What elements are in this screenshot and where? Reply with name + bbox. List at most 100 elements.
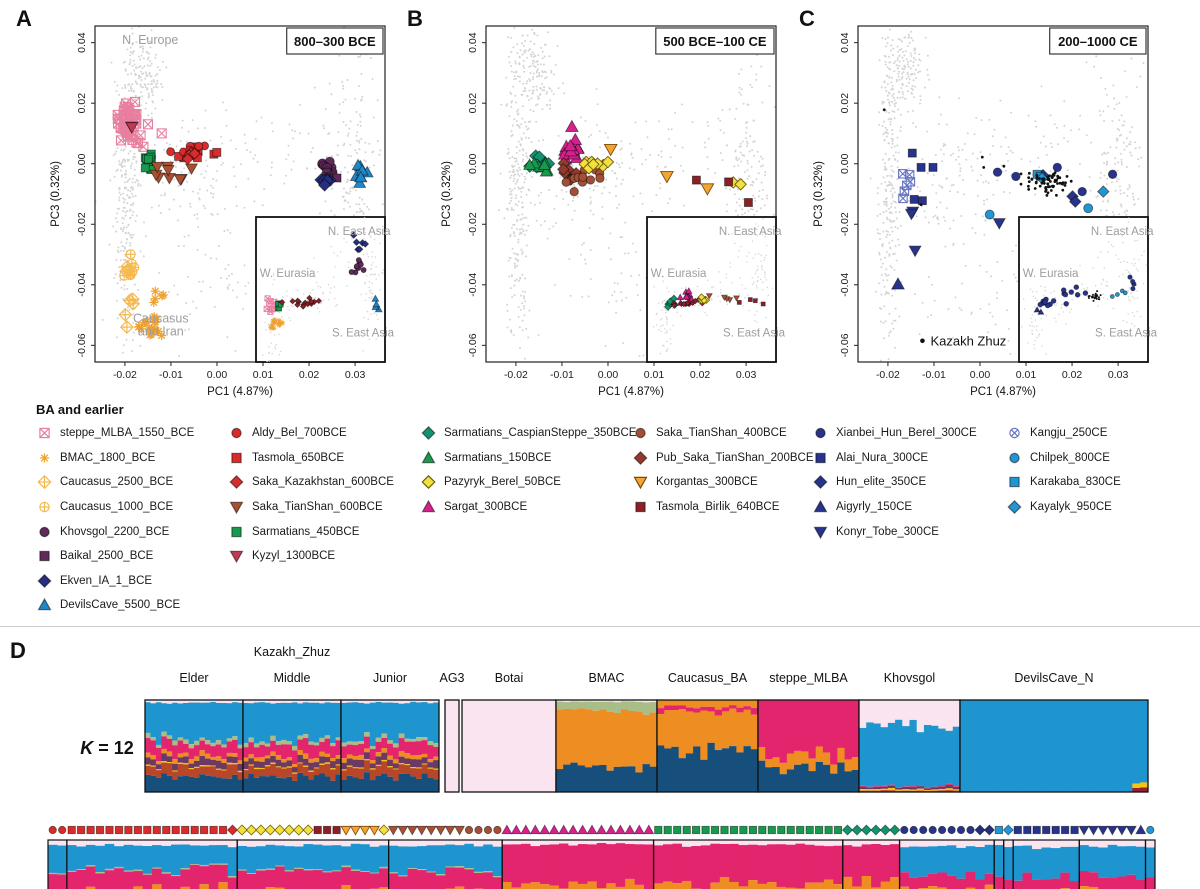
legend-item: Alai_Nura_300CE bbox=[812, 446, 977, 471]
svg-text:Middle: Middle bbox=[274, 671, 311, 685]
svg-text:K = 12: K = 12 bbox=[80, 738, 134, 758]
legend-item: Baikal_2500_BCE bbox=[36, 544, 194, 569]
svg-text:0.04: 0.04 bbox=[839, 32, 851, 53]
pca-plot-200-1000-ce: Kazakh Zhuz -0.02 -0.01 0.00 0.01 0.02 0.03 0.0… bbox=[813, 25, 1158, 398]
legend-item-label: Saka_TianShan_400BCE bbox=[656, 427, 787, 440]
legend-item: Caucasus_1000_BCE bbox=[36, 495, 194, 520]
svg-text:-0.06: -0.06 bbox=[839, 333, 851, 357]
diamond-icon bbox=[421, 475, 436, 490]
svg-text:PC3 (0.32%): PC3 (0.32%) bbox=[813, 161, 825, 227]
legend-item-label: Saka_Kazakhstan_600BCE bbox=[252, 476, 394, 489]
svg-text:-0.01: -0.01 bbox=[922, 369, 946, 381]
legend-item-label: Alai_Nura_300CE bbox=[836, 451, 929, 464]
square-x-icon bbox=[39, 428, 50, 439]
legend-item: Sarmatians_450BCE bbox=[228, 519, 394, 544]
svg-text:PC1 (4.87%): PC1 (4.87%) bbox=[970, 386, 1036, 398]
legend-item: Saka_Kazakhstan_600BCE bbox=[228, 470, 394, 495]
legend-item-label: Caucasus_2500_BCE bbox=[60, 476, 174, 489]
legend-item-label: Sarmatians_450BCE bbox=[252, 525, 360, 538]
legend-item-label: DevilsCave_5500_BCE bbox=[60, 599, 181, 612]
panel-letter-b: B bbox=[407, 6, 423, 31]
svg-text:0.02: 0.02 bbox=[299, 369, 320, 381]
svg-text:Kazakh Zhuz: Kazakh Zhuz bbox=[930, 333, 1006, 348]
svg-text:PC3 (0.32%): PC3 (0.32%) bbox=[50, 161, 62, 227]
admixture-plot: Elder Middle Junior AG3 Botai BMAC Caucasus_BA… bbox=[47, 645, 1156, 889]
square-icon bbox=[231, 526, 242, 537]
svg-text:0.04: 0.04 bbox=[467, 32, 479, 53]
diamond-icon bbox=[229, 475, 244, 490]
svg-text:S. East Asia: S. East Asia bbox=[332, 328, 395, 340]
legend-item: Xianbei_Hun_Berel_300CE bbox=[812, 421, 977, 446]
svg-text:Caucasus_BA: Caucasus_BA bbox=[668, 671, 748, 685]
triangle-up-icon bbox=[421, 499, 436, 513]
svg-text:500 BCE–100 CE: 500 BCE–100 CE bbox=[663, 34, 767, 49]
square-icon bbox=[39, 551, 50, 562]
svg-text:-0.02: -0.02 bbox=[76, 212, 88, 236]
legend-item: Konyr_Tobe_300CE bbox=[812, 519, 977, 544]
circle-x-icon bbox=[1009, 428, 1020, 439]
legend-item-label: Hun_elite_350CE bbox=[836, 476, 927, 489]
legend-item: Kyzyl_1300BCE bbox=[228, 544, 394, 569]
legend-item: Hun_elite_350CE bbox=[812, 470, 977, 495]
legend-item: Tasmola_650BCE bbox=[228, 446, 394, 471]
legend-item-label: Aigyrly_150CE bbox=[836, 501, 913, 514]
legend-item-label: Sarmatians_CaspianSteppe_350BCE bbox=[444, 427, 637, 440]
legend-item: Pub_Saka_TianShan_200BCE bbox=[632, 446, 814, 471]
svg-text:W. Eurasia: W. Eurasia bbox=[1023, 268, 1079, 280]
svg-text:-0.06: -0.06 bbox=[76, 333, 88, 357]
legend-column-3: Sarmatians_CaspianSteppe_350BCE Sarmatian… bbox=[420, 421, 636, 519]
legend-item: Tasmola_Birlik_640BCE bbox=[632, 495, 814, 520]
diamond-icon bbox=[633, 450, 648, 465]
svg-text:0.02: 0.02 bbox=[76, 93, 88, 114]
legend-item-label: BMAC_1800_BCE bbox=[60, 451, 156, 464]
legend-item: Aigyrly_150CE bbox=[812, 495, 977, 520]
legend-item-label: Karakaba_830CE bbox=[1030, 476, 1121, 489]
svg-text:0.02: 0.02 bbox=[839, 93, 851, 114]
svg-text:-0.02: -0.02 bbox=[467, 212, 479, 236]
legend-column-4: Saka_TianShan_400BCE Pub_Saka_TianShan_20… bbox=[632, 421, 814, 519]
svg-text:N. East Asia: N. East Asia bbox=[328, 226, 391, 238]
legend-column-1: steppe_MLBA_1550_BCE BMAC_1800_BCE Caucasu… bbox=[36, 421, 194, 618]
svg-text:800–300 BCE: 800–300 BCE bbox=[294, 34, 376, 49]
svg-text:BMAC: BMAC bbox=[588, 671, 624, 685]
panel-letter-c: C bbox=[799, 6, 815, 31]
svg-text:-0.06: -0.06 bbox=[467, 333, 479, 357]
pca-plot-800-300-bce: N. Europe Caucasus and Iran -0.02 -0.01 0.00 0… bbox=[50, 25, 395, 398]
svg-text:S. East Asia: S. East Asia bbox=[723, 328, 786, 340]
circle-icon bbox=[39, 526, 50, 537]
legend-item-label: Pazyryk_Berel_50BCE bbox=[444, 476, 561, 489]
diamond-icon bbox=[37, 573, 52, 588]
legend-item-label: Chilpek_800CE bbox=[1030, 451, 1110, 464]
svg-text:PC3 (0.32%): PC3 (0.32%) bbox=[441, 161, 453, 227]
legend-item-label: Kayalyk_950CE bbox=[1030, 501, 1112, 514]
legend-item: Kangju_250CE bbox=[1006, 421, 1121, 446]
svg-text:0.01: 0.01 bbox=[644, 369, 665, 381]
legend-item: BMAC_1800_BCE bbox=[36, 446, 194, 471]
legend-item: Pazyryk_Berel_50BCE bbox=[420, 470, 636, 495]
circle-icon bbox=[1009, 452, 1020, 464]
square-icon bbox=[815, 452, 826, 464]
svg-text:Kazakh_Zhuz: Kazakh_Zhuz bbox=[254, 645, 330, 659]
legend-item: Korgantas_300BCE bbox=[632, 470, 814, 495]
legend-item: Saka_TianShan_600BCE bbox=[228, 495, 394, 520]
square-icon bbox=[635, 501, 646, 513]
svg-text:W. Eurasia: W. Eurasia bbox=[260, 268, 316, 280]
legend-item-label: Pub_Saka_TianShan_200BCE bbox=[656, 451, 814, 464]
svg-text:0.00: 0.00 bbox=[598, 369, 619, 381]
square-icon bbox=[1009, 477, 1020, 488]
diamond-icon bbox=[421, 426, 436, 441]
svg-text:0.00: 0.00 bbox=[970, 369, 991, 381]
svg-text:PC1 (4.87%): PC1 (4.87%) bbox=[598, 386, 664, 398]
triangle-down-icon bbox=[813, 526, 828, 539]
diamond-icon bbox=[1007, 500, 1022, 515]
svg-text:PC1 (4.87%): PC1 (4.87%) bbox=[207, 386, 273, 398]
svg-text:200–1000 CE: 200–1000 CE bbox=[1058, 34, 1138, 49]
pca-plot-500bce-100ce: -0.02 -0.01 0.00 0.01 0.02 0.03 0.04 0.02 0.00 -0… bbox=[441, 25, 786, 398]
circle-icon bbox=[231, 428, 242, 439]
svg-text:0.01: 0.01 bbox=[1016, 369, 1037, 381]
legend-item-label: Khovsgol_2200_BCE bbox=[60, 525, 170, 538]
triangle-down-icon bbox=[229, 551, 244, 564]
svg-text:S. East Asia: S. East Asia bbox=[1095, 328, 1158, 340]
legend-item-label: Kyzyl_1300BCE bbox=[252, 550, 336, 563]
svg-text:0.03: 0.03 bbox=[345, 369, 366, 381]
